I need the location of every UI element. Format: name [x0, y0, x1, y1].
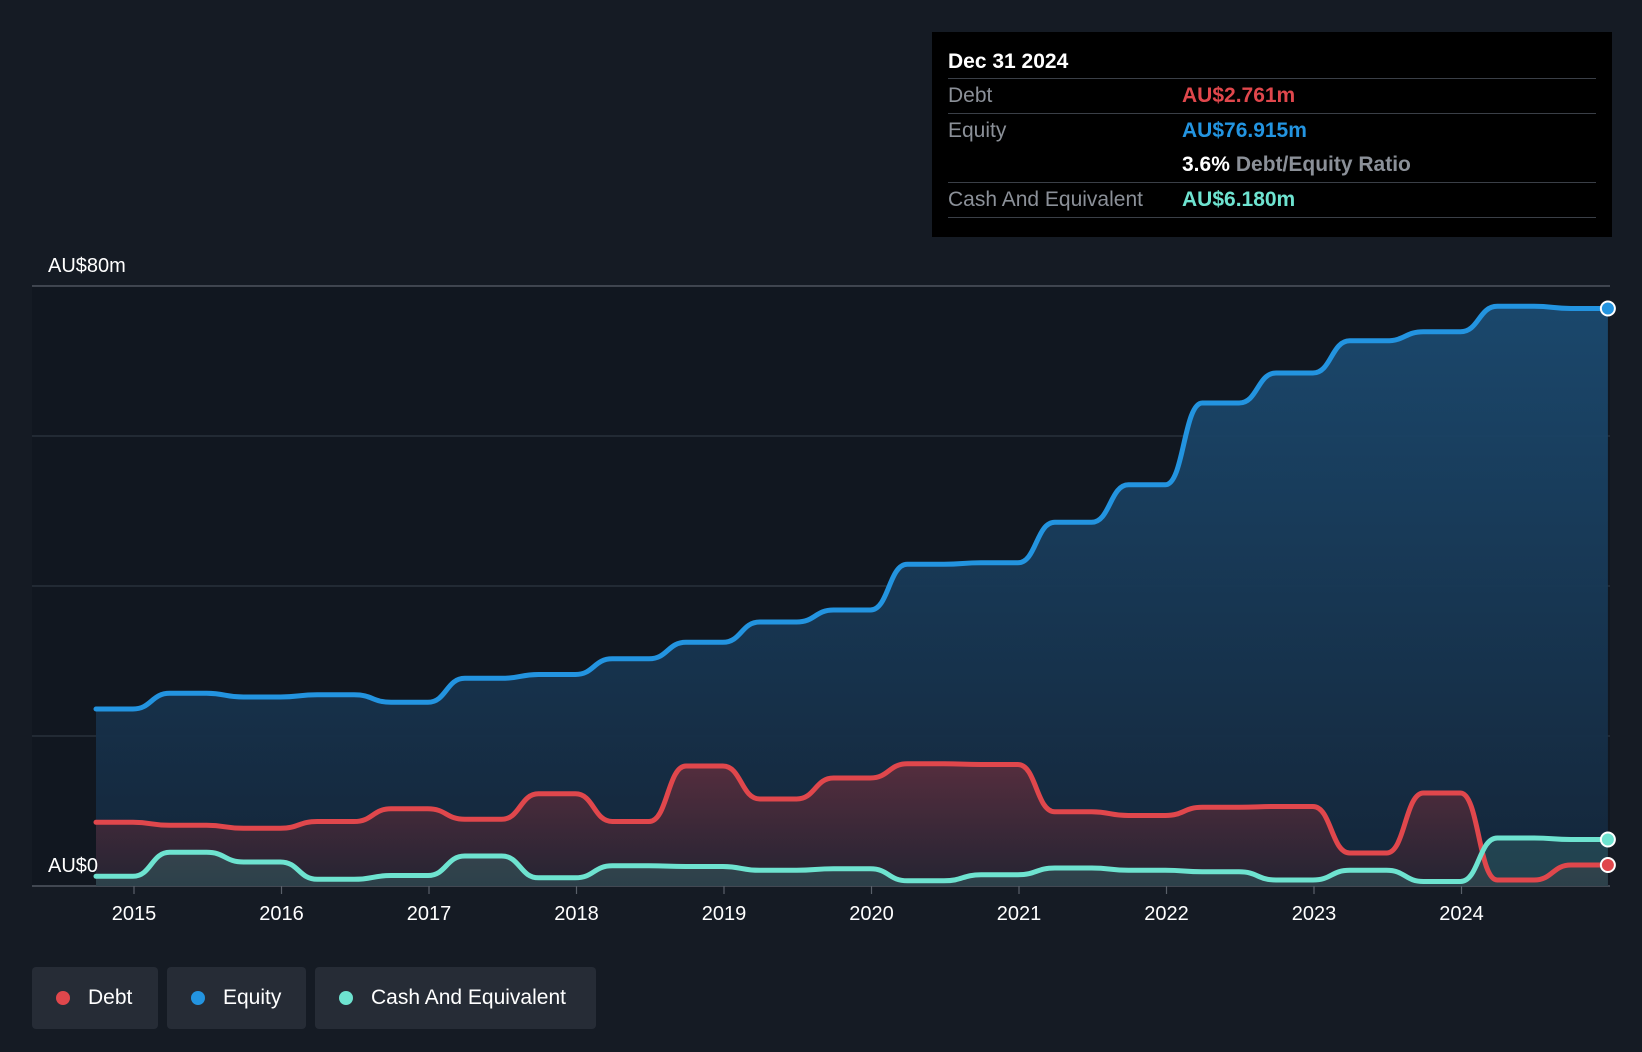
tooltip-cash-value: AU$6.180m [1182, 188, 1296, 211]
y-tick-label-80: AU$80m [48, 255, 126, 277]
debt-line [93, 761, 1611, 883]
tooltip-equity-label: Equity [948, 119, 1007, 142]
series-end-markers [1599, 300, 1616, 873]
cash-line [93, 835, 1611, 884]
tooltip-equity-row: Equity AU$76.915m [948, 113, 1596, 148]
x-tick-label-2024: 2024 [1439, 903, 1484, 925]
legend-item-equity[interactable]: Equity [167, 967, 306, 1029]
x-tick-label-2019: 2019 [702, 903, 747, 925]
legend-dot-equity [191, 991, 205, 1005]
cash-end-marker [1599, 831, 1616, 848]
x-tick-label-2023: 2023 [1292, 903, 1337, 925]
value-tooltip: Dec 31 2024 Debt AU$2.761m Equity AU$76.… [932, 32, 1612, 237]
x-tick-label-2015: 2015 [112, 903, 157, 925]
tooltip-debt-value: AU$2.761m [1182, 84, 1296, 107]
equity-line [93, 303, 1611, 712]
y-tick-label-0: AU$0 [48, 855, 98, 877]
tooltip-cash-label: Cash And Equivalent [948, 188, 1143, 211]
tooltip-equity-value: AU$76.915m [1182, 119, 1307, 142]
tooltip-ratio-row: 3.6% Debt/Equity Ratio [948, 148, 1596, 182]
legend-item-debt[interactable]: Debt [32, 967, 158, 1029]
tooltip-ratio-value: 3.6% [1182, 153, 1230, 176]
x-tick-label-2021: 2021 [997, 903, 1042, 925]
x-tick-label-2017: 2017 [407, 903, 452, 925]
tooltip-debt-row: Debt AU$2.761m [948, 78, 1596, 113]
debt-end-marker [1599, 857, 1616, 873]
debt-equity-chart: 2015 2016 2017 2018 2019 2020 2021 2022 2023 2024… [32, 255, 1616, 925]
tooltip-date: Dec 31 2024 [948, 50, 1069, 73]
legend-item-cash[interactable]: Cash And Equivalent [315, 967, 596, 1029]
chart-legend: Debt Equity Cash And Equivalent [32, 967, 596, 1029]
equity-end-marker [1599, 300, 1616, 317]
legend-label-debt: Debt [88, 986, 133, 1009]
legend-label-cash: Cash And Equivalent [371, 986, 566, 1009]
x-tick-label-2022: 2022 [1144, 903, 1189, 925]
tooltip-cash-row: Cash And Equivalent AU$6.180m [948, 182, 1596, 218]
tooltip-ratio-label: Debt/Equity Ratio [1235, 153, 1411, 176]
legend-label-equity: Equity [223, 986, 282, 1009]
axes: 2015 2016 2017 2018 2019 2020 2021 2022 2023 2024… [48, 255, 1484, 925]
x-tick-label-2018: 2018 [554, 903, 599, 925]
series-lines [93, 303, 1611, 884]
x-tick-label-2016: 2016 [259, 903, 304, 925]
legend-dot-cash [339, 991, 353, 1005]
tooltip-debt-label: Debt [948, 84, 993, 107]
legend-dot-debt [56, 991, 70, 1005]
x-tick-label-2020: 2020 [849, 903, 894, 925]
equity-area [96, 306, 1608, 886]
